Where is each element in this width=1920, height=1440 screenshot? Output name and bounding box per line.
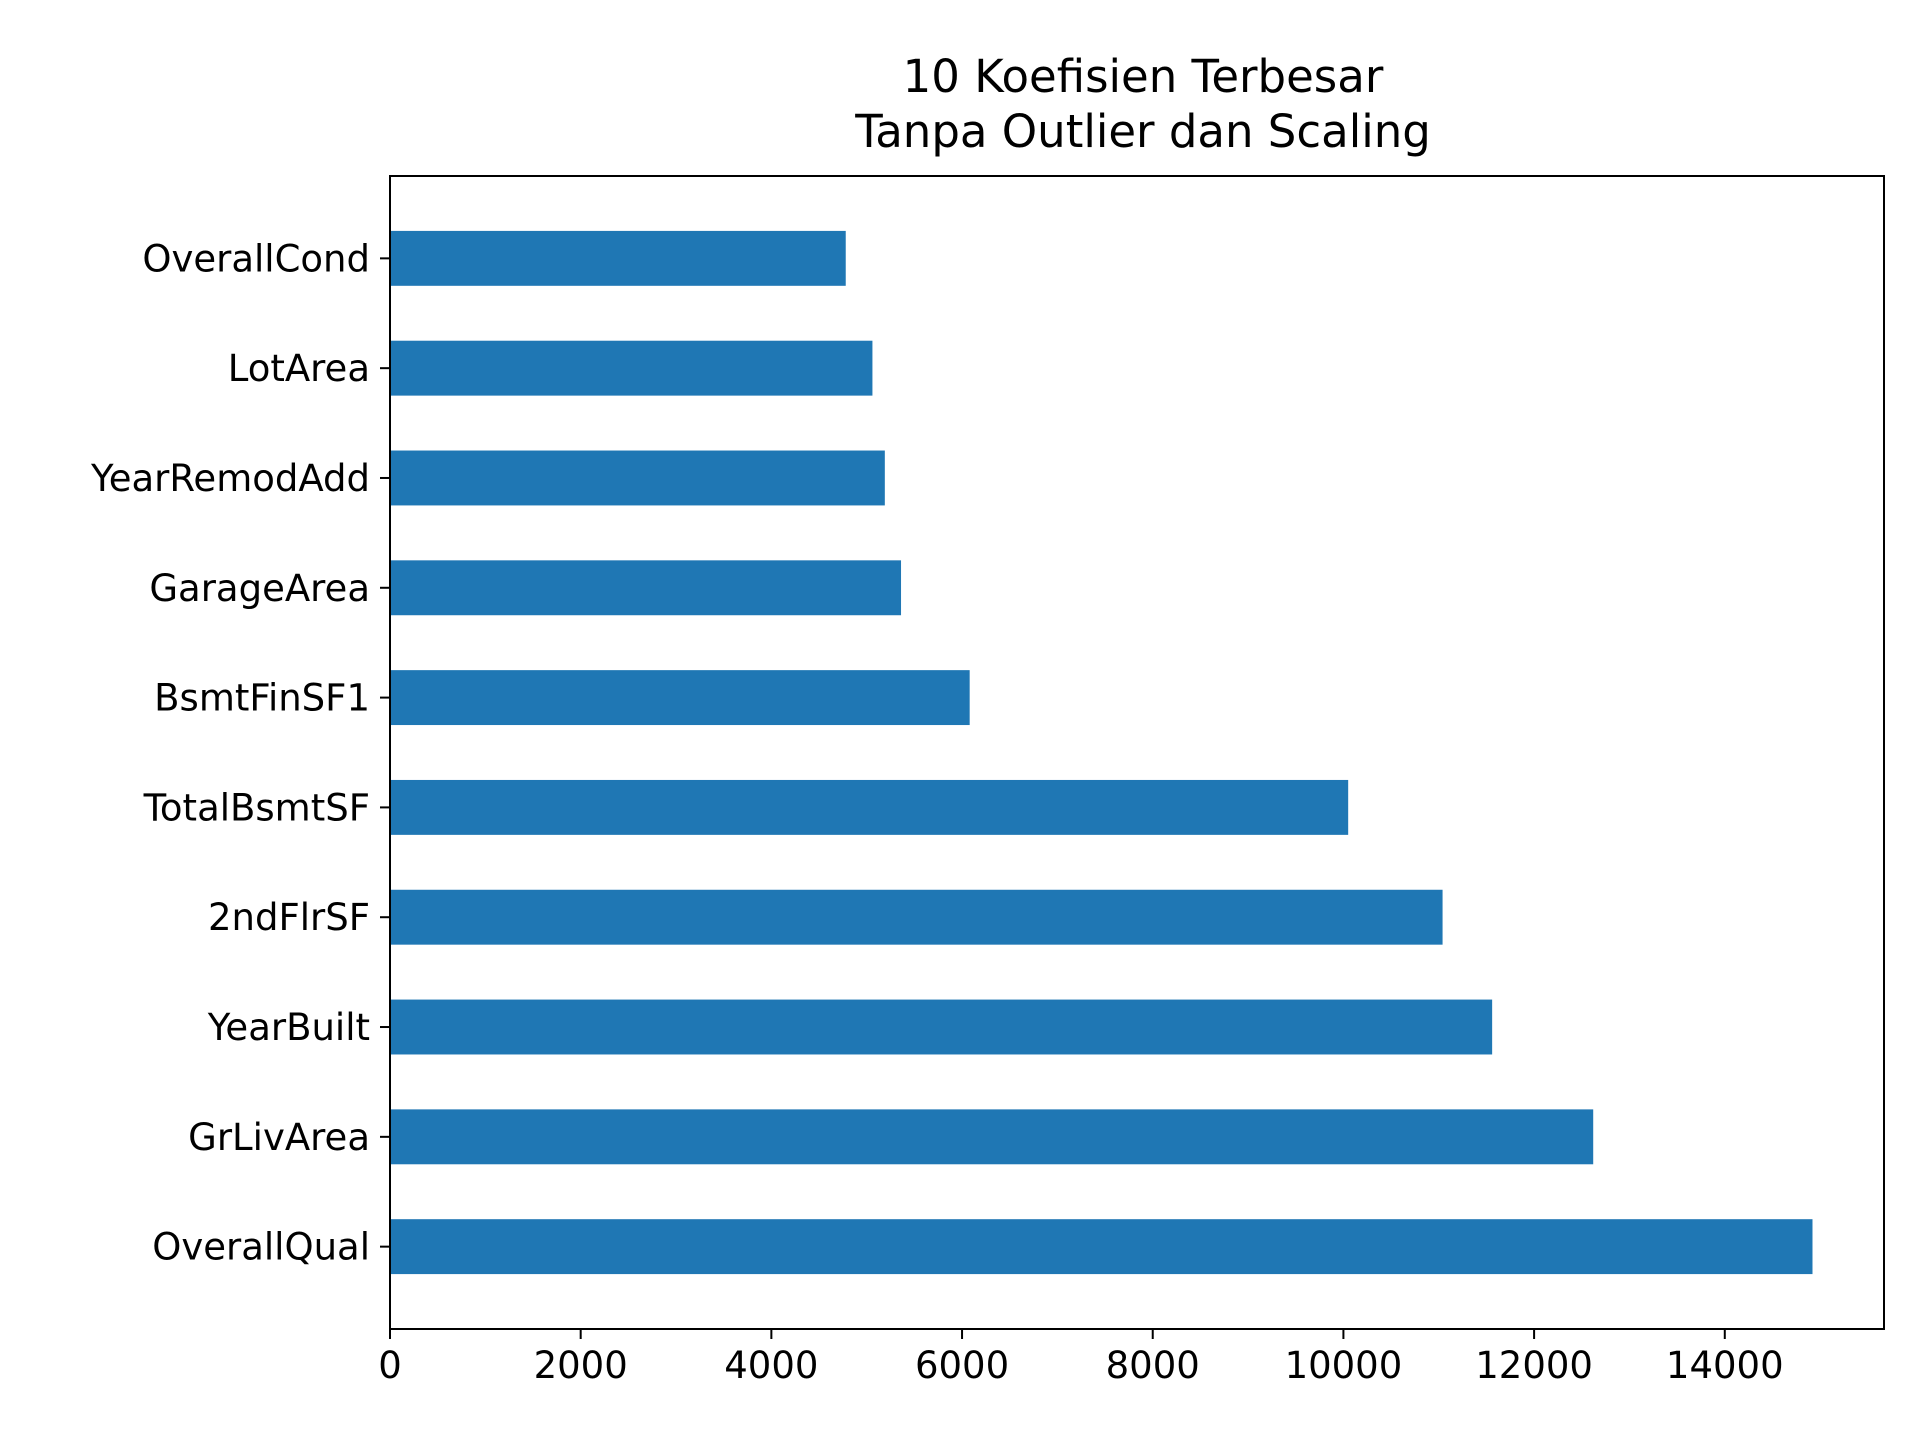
chart-title-line-1: 10 Koefisien Terbesar [903,50,1384,103]
y-tick-label: YearBuilt [207,1006,370,1049]
x-tick-label: 8000 [1106,1344,1200,1387]
x-tick-label: 12000 [1475,1344,1593,1387]
y-tick-label: TotalBsmtSF [143,786,370,829]
bar-overallqual [390,1219,1813,1275]
bar-2ndflrsf [390,889,1443,945]
y-tick-label: BsmtFinSF1 [154,677,370,720]
x-tick-label: 2000 [534,1344,628,1387]
bar-yearremodadd [390,450,885,506]
bar-totalbsmtsf [390,779,1349,835]
x-tick-label: 4000 [724,1344,818,1387]
bars-group [390,230,1813,1275]
y-tick-label: LotArea [228,347,370,390]
y-tick-label: GarageArea [149,567,370,610]
bar-bsmtfinsf1 [390,670,970,726]
y-tick-label: OverallCond [142,237,370,280]
bar-yearbuilt [390,999,1493,1055]
y-tick-label: 2ndFlrSF [208,896,370,939]
chart-title-line-2: Tanpa Outlier dan Scaling [854,105,1431,158]
x-tick-label: 0 [378,1344,402,1387]
bar-grlivarea [390,1109,1594,1165]
x-tick-label: 6000 [915,1344,1009,1387]
bar-lotarea [390,340,873,396]
y-tick-label: YearRemodAdd [90,457,370,500]
bar-garagearea [390,560,902,616]
x-tick-label: 10000 [1285,1344,1403,1387]
y-tick-label: OverallQual [152,1226,370,1269]
x-axis: 0 2000 4000 6000 8000 10000 12000 14000 [378,1329,1784,1387]
x-tick-label: 14000 [1666,1344,1784,1387]
plot-frame [389,175,1885,1330]
y-tick-label: GrLivArea [188,1116,370,1159]
bar-overallcond [390,230,846,286]
y-axis: OverallCond LotArea YearRemodAdd GarageArea… [90,237,390,1269]
